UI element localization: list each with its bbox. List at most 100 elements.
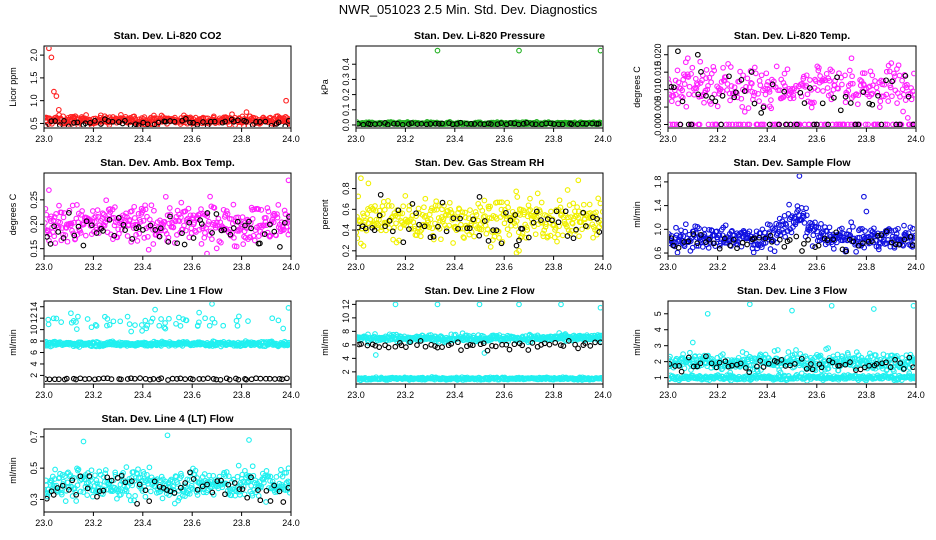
selected-data-point bbox=[733, 89, 739, 96]
data-point bbox=[894, 100, 900, 106]
data-point bbox=[77, 488, 84, 495]
data-point bbox=[597, 332, 602, 339]
selected-data-point bbox=[242, 222, 248, 229]
data-point bbox=[578, 219, 585, 225]
data-point bbox=[166, 315, 172, 322]
selected-data-point bbox=[376, 344, 383, 350]
x-tick-label: 24.0 bbox=[594, 134, 612, 144]
selected-data-point bbox=[56, 122, 63, 127]
data-point bbox=[243, 109, 250, 115]
selected-data-point bbox=[731, 94, 738, 101]
data-point bbox=[708, 101, 714, 107]
selected-data-point bbox=[909, 242, 915, 248]
y-tick-label: 0.3 bbox=[341, 73, 351, 86]
data-point bbox=[693, 234, 700, 241]
chart-panel: Stan. Dev. Amb. Box Temp.23.0 23.2 23.4 23.… bbox=[8, 157, 300, 272]
data-point bbox=[357, 235, 361, 242]
selected-data-point bbox=[222, 118, 228, 125]
selected-data-point bbox=[275, 119, 282, 126]
selected-data-point bbox=[210, 376, 217, 382]
selected-data-point bbox=[87, 119, 93, 126]
y-tick-label: 1.4 bbox=[653, 199, 663, 212]
selected-data-point bbox=[721, 235, 728, 242]
data-point bbox=[126, 221, 132, 228]
data-point bbox=[675, 100, 681, 107]
selected-data-point bbox=[66, 210, 72, 216]
data-point bbox=[891, 244, 898, 251]
selected-data-point bbox=[417, 338, 424, 344]
selected-data-point bbox=[730, 236, 737, 243]
data-point bbox=[809, 243, 816, 249]
selected-data-point bbox=[406, 226, 412, 232]
selected-data-point bbox=[422, 343, 429, 350]
data-point bbox=[565, 214, 571, 221]
data-point bbox=[275, 317, 282, 324]
data-point bbox=[766, 89, 773, 95]
selected-data-point bbox=[837, 107, 844, 114]
selected-data-point bbox=[850, 238, 857, 245]
chart-title: Stan. Dev. Line 2 Flow bbox=[424, 285, 535, 297]
data-point bbox=[743, 350, 750, 357]
data-point bbox=[525, 202, 532, 209]
data-point bbox=[178, 199, 185, 206]
selected-data-point bbox=[443, 228, 450, 235]
selected-data-point bbox=[829, 359, 836, 366]
selected-data-point bbox=[131, 375, 138, 382]
data-point bbox=[249, 216, 256, 222]
data-point bbox=[433, 198, 440, 205]
selected-data-point bbox=[805, 236, 811, 243]
selected-data-point bbox=[815, 242, 822, 249]
selected-data-point bbox=[88, 222, 95, 229]
selected-data-point bbox=[842, 361, 849, 368]
data-point bbox=[233, 243, 240, 250]
data-point bbox=[737, 121, 744, 127]
data-point bbox=[691, 91, 698, 98]
y-tick-label: 0.005 bbox=[653, 96, 663, 119]
selected-data-point bbox=[532, 121, 539, 127]
selected-data-point bbox=[507, 217, 514, 224]
data-point bbox=[251, 237, 258, 244]
selected-data-point bbox=[887, 364, 894, 370]
y-axis-label: ml/min bbox=[632, 329, 642, 356]
selected-data-point bbox=[557, 342, 564, 349]
data-point bbox=[285, 177, 290, 184]
x-tick-label: 23.4 bbox=[446, 134, 464, 144]
data-point bbox=[204, 250, 210, 255]
data-point bbox=[103, 197, 110, 204]
data-point bbox=[853, 248, 859, 255]
data-point bbox=[496, 235, 502, 241]
data-point bbox=[912, 91, 915, 98]
data-point bbox=[893, 230, 900, 237]
selected-data-point bbox=[883, 359, 889, 366]
selected-data-point bbox=[555, 121, 562, 127]
data-point bbox=[673, 91, 679, 98]
data-point bbox=[737, 68, 743, 75]
data-point bbox=[48, 54, 55, 61]
plot-frame bbox=[43, 428, 292, 513]
data-point bbox=[912, 232, 915, 239]
data-point bbox=[741, 121, 747, 127]
y-tick-label: 8 bbox=[341, 329, 351, 334]
selected-data-point bbox=[793, 121, 800, 127]
selected-data-point bbox=[818, 364, 825, 371]
x-tick-label: 23.4 bbox=[758, 262, 776, 272]
y-tick-label: 2 bbox=[29, 373, 39, 378]
selected-data-point bbox=[703, 92, 709, 99]
data-point bbox=[814, 87, 821, 93]
data-point bbox=[476, 302, 483, 308]
y-tick-label: 4 bbox=[29, 361, 39, 366]
selected-data-point bbox=[127, 122, 134, 127]
data-point bbox=[841, 121, 848, 127]
data-point bbox=[871, 225, 877, 232]
selected-data-point bbox=[246, 218, 252, 225]
selected-data-point bbox=[708, 360, 715, 367]
data-point bbox=[487, 203, 493, 210]
data-point bbox=[427, 216, 434, 223]
y-tick-label: 2.0 bbox=[29, 49, 39, 62]
selected-data-point bbox=[559, 121, 566, 127]
data-point bbox=[597, 47, 602, 54]
data-point bbox=[865, 355, 871, 361]
data-point bbox=[810, 232, 817, 239]
